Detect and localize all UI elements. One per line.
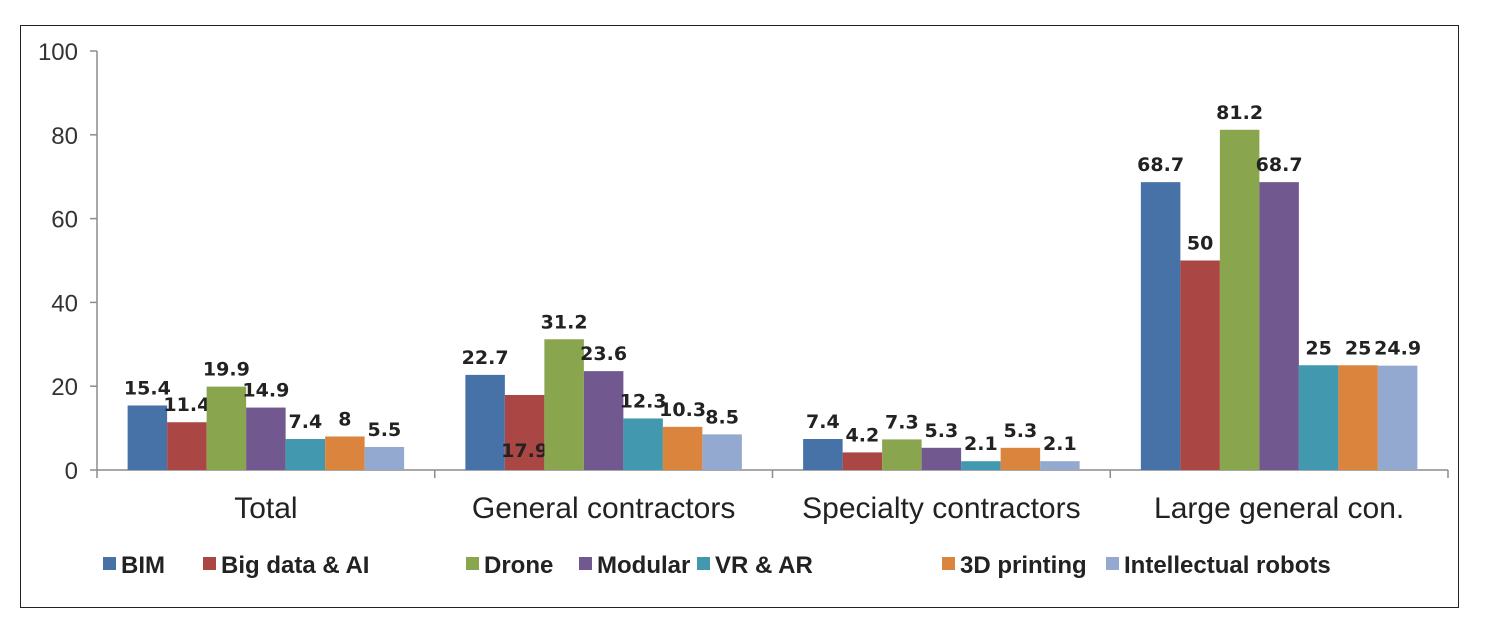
legend-swatch (203, 557, 216, 570)
legend-label: Intellectual robots (1124, 552, 1331, 579)
bar-modular (921, 447, 962, 470)
data-label: 15.4 (124, 377, 171, 399)
data-label: 23.6 (580, 343, 627, 365)
legend-swatch (697, 557, 710, 570)
data-label: 68.7 (1256, 154, 1303, 176)
bar-big-data-ai (504, 394, 545, 470)
legend-label: VR & AR (715, 552, 813, 579)
bar-3d-printing (1000, 447, 1041, 470)
category-label: Total (234, 492, 297, 525)
bar-intellectual-robots (702, 434, 742, 470)
category-label: Large general con. (1154, 492, 1404, 525)
y-tick-label: 40 (51, 290, 78, 317)
bar-vr-ar (285, 438, 326, 470)
category-label: Specialty contractors (802, 492, 1080, 525)
data-label: 22.7 (462, 347, 509, 369)
data-label: 8.5 (705, 406, 739, 428)
bar-bim (1140, 182, 1181, 470)
data-label: 2.1 (964, 433, 998, 455)
bar-intellectual-robots (1377, 365, 1418, 470)
legend-label: Modular (597, 552, 690, 579)
bar-modular (583, 371, 624, 470)
bar-modular (1259, 182, 1299, 470)
data-label: 17.9 (501, 440, 548, 462)
legend-swatch (466, 557, 479, 570)
data-label: 24.9 (1374, 338, 1421, 360)
y-tick-label: 0 (65, 458, 78, 485)
y-tick-label: 100 (38, 39, 78, 66)
bar-big-data-ai (1180, 260, 1220, 470)
data-label: 10.3 (659, 399, 706, 421)
data-label: 4.2 (846, 424, 880, 446)
bar-drone (882, 439, 922, 470)
data-label: 12.3 (620, 390, 667, 412)
data-label: 8 (338, 408, 351, 430)
data-label: 81.2 (1216, 102, 1263, 124)
data-label: 7.3 (885, 411, 919, 433)
bar-bim (803, 438, 843, 470)
legend-label: BIM (121, 552, 165, 579)
bar-bim (465, 374, 505, 470)
data-label: 31.2 (541, 311, 588, 333)
bar-vr-ar (961, 461, 1001, 470)
chart-frame (20, 25, 1459, 608)
category-label: General contractors (472, 492, 735, 525)
bar-vr-ar (1298, 365, 1339, 470)
y-tick-label: 80 (51, 123, 78, 150)
data-label: 14.9 (242, 380, 289, 402)
bar-drone (1219, 129, 1260, 470)
bar-3d-printing (662, 426, 703, 470)
data-label: 25 (1305, 337, 1331, 359)
bar-modular (246, 407, 286, 470)
legend-label: Big data & AI (221, 552, 369, 579)
data-label: 68.7 (1137, 154, 1184, 176)
legend-swatch (1106, 557, 1119, 570)
data-label: 7.4 (806, 411, 840, 433)
legend-swatch (103, 557, 116, 570)
bar-intellectual-robots (364, 446, 405, 470)
data-label: 50 (1187, 233, 1213, 255)
bar-3d-printing (325, 436, 365, 470)
bar-vr-ar (623, 418, 663, 470)
data-label: 11.4 (163, 394, 210, 416)
data-label: 7.4 (289, 411, 323, 433)
data-label: 5.5 (368, 419, 402, 441)
legend-swatch (579, 557, 592, 570)
bar-3d-printing (1338, 365, 1378, 470)
bar-drone (206, 386, 247, 470)
bar-bim (127, 405, 168, 470)
legend-label: Drone (484, 552, 553, 579)
bar-big-data-ai (167, 422, 207, 470)
bar-intellectual-robots (1040, 461, 1080, 470)
bar-big-data-ai (842, 452, 883, 470)
y-tick-label: 60 (51, 207, 78, 234)
data-label: 5.3 (925, 420, 959, 442)
legend-label: 3D printing (960, 552, 1087, 579)
data-label: 5.3 (1004, 420, 1038, 442)
data-label: 25 (1345, 337, 1371, 359)
data-label: 19.9 (203, 359, 250, 381)
y-tick-label: 20 (51, 374, 78, 401)
data-label: 2.1 (1043, 433, 1077, 455)
bar-drone (544, 339, 584, 470)
legend-swatch (942, 557, 955, 570)
